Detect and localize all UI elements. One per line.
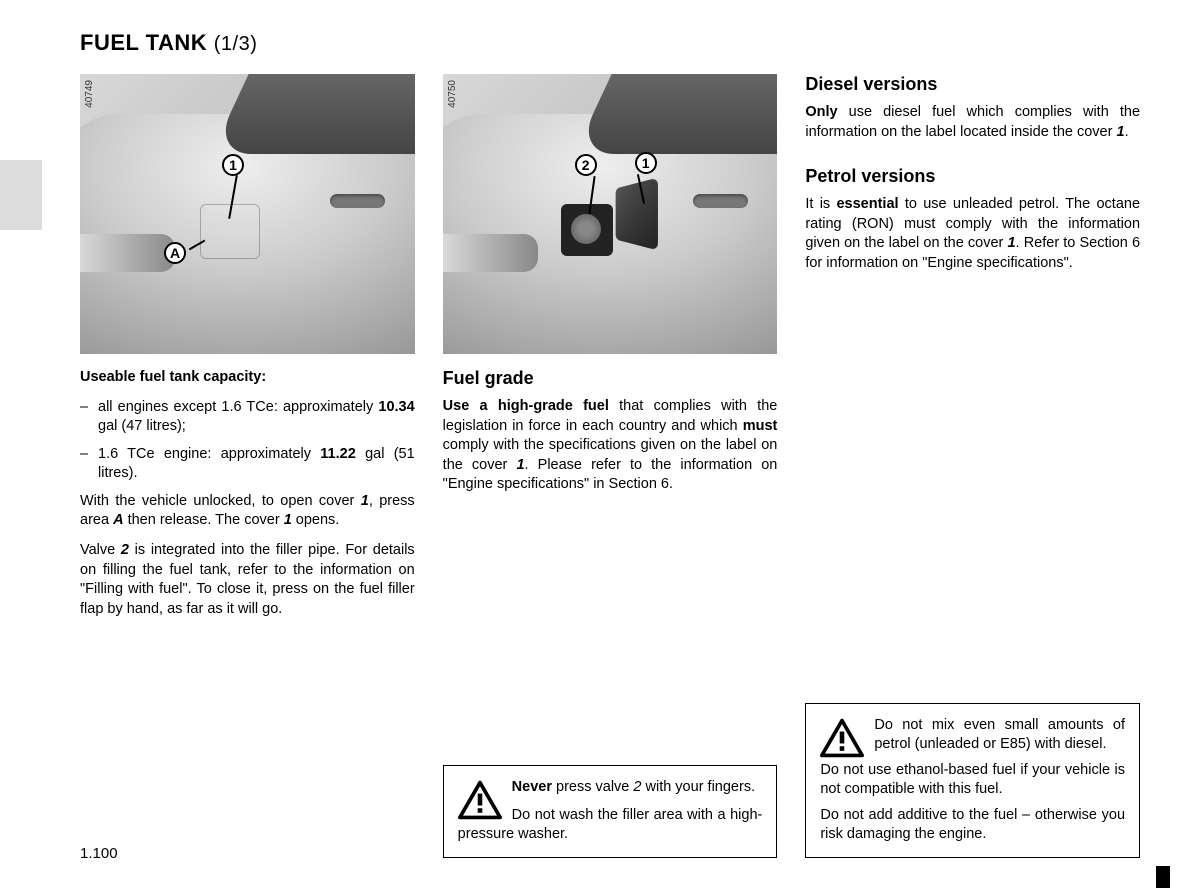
column-3: Diesel versions Only use diesel fuel whi… <box>805 74 1140 858</box>
diesel-text: Only use diesel fuel which complies with… <box>805 103 1140 152</box>
warning-text-1: Never press valve 2 with your fingers. <box>458 778 763 798</box>
value: 11.22 <box>320 446 356 462</box>
page-title: FUEL TANK (1/3) <box>80 30 1140 56</box>
ref: 1 <box>361 493 369 509</box>
list-item: all engines except 1.6 TCe: approximatel… <box>80 398 415 437</box>
column-1: 40749 1 A Useable fuel tank capacity: al… <box>80 74 415 858</box>
list-item: 1.6 TCe engine: approximately 11.22 gal … <box>80 445 415 484</box>
col2-text: Use a high-grade fuel that complies with… <box>443 397 778 505</box>
fuel-cap <box>571 214 601 244</box>
text-bold: essential <box>836 196 898 212</box>
warning-box-2: Do not mix even small amounts of petrol … <box>805 703 1140 858</box>
col1-text: Useable fuel tank capacity: all engines … <box>80 368 415 629</box>
text: press valve <box>552 779 633 795</box>
columns: 40749 1 A Useable fuel tank capacity: al… <box>80 74 1140 858</box>
text: Valve <box>80 542 121 558</box>
door-handle <box>693 194 748 208</box>
fuel-grade-para: Use a high-grade fuel that complies with… <box>443 397 778 495</box>
warning-icon <box>458 780 502 820</box>
figure-1: 40749 1 A <box>80 74 415 354</box>
warning-box-1: Never press valve 2 with your fingers. D… <box>443 765 778 858</box>
text: 1.6 TCe engine: approximately <box>98 446 320 462</box>
ref: 1 <box>284 512 292 528</box>
text: gal (47 litres); <box>98 418 186 434</box>
image-id-2: 40750 <box>447 80 458 108</box>
capacity-heading: Useable fuel tank capacity: <box>80 369 266 385</box>
text: then release. The cover <box>124 512 284 528</box>
corner-mark <box>1156 866 1170 888</box>
side-tab <box>0 160 42 230</box>
callout-1b: 1 <box>635 152 657 174</box>
fuel-flap-open <box>615 177 657 250</box>
column-2: 40750 2 1 Fuel grade Use a high-grade fu… <box>443 74 778 858</box>
value: 10.34 <box>378 399 414 415</box>
text: all engines except 1.6 TCe: approximatel… <box>98 399 378 415</box>
warning-text: Do not add additive to the fuel – otherw… <box>820 806 1125 845</box>
text-bold: Use a high-grade fuel <box>443 398 609 414</box>
instruction-valve: Valve 2 is integrated into the filler pi… <box>80 541 415 619</box>
ref: 1 <box>1007 235 1015 251</box>
text-bold: Never <box>512 779 552 795</box>
text: with your fingers. <box>641 779 755 795</box>
tail-light <box>80 234 175 272</box>
diesel-para: Only use diesel fuel which complies with… <box>805 103 1140 142</box>
petrol-text: It is essential to use unleaded petrol. … <box>805 195 1140 283</box>
warning-text: Do not mix even small amounts of petrol … <box>820 716 1125 755</box>
warning-icon <box>820 718 864 758</box>
callout-A: A <box>164 242 186 264</box>
text-bold: Only <box>805 104 837 120</box>
petrol-para: It is essential to use unleaded petrol. … <box>805 195 1140 273</box>
ref: A <box>113 512 123 528</box>
warning-text-2: Do not wash the filler area with a high-… <box>458 806 763 845</box>
text: It is <box>805 196 836 212</box>
title-main: FUEL TANK <box>80 30 207 55</box>
callout-1: 1 <box>222 154 244 176</box>
image-id-1: 40749 <box>84 80 95 108</box>
capacity-list: all engines except 1.6 TCe: approximatel… <box>80 398 415 484</box>
instruction-open: With the vehicle unlocked, to open cover… <box>80 492 415 531</box>
ref: 1 <box>1116 124 1124 140</box>
petrol-heading: Petrol versions <box>805 166 1140 187</box>
fuel-grade-heading: Fuel grade <box>443 368 778 389</box>
figure-2: 40750 2 1 <box>443 74 778 354</box>
text: opens. <box>292 512 340 528</box>
text-bold: must <box>743 418 778 434</box>
ref: 2 <box>121 542 129 558</box>
ref: 1 <box>516 457 524 473</box>
door-handle <box>330 194 385 208</box>
warning-text: Do not use ethanol-based fuel if your ve… <box>820 761 1125 800</box>
text: . <box>1125 124 1129 140</box>
page-number: 1.100 <box>80 845 118 862</box>
text: With the vehicle unlocked, to open cover <box>80 493 361 509</box>
tail-light <box>443 234 538 272</box>
car-window <box>211 74 414 154</box>
callout-2: 2 <box>575 154 597 176</box>
page: FUEL TANK (1/3) 40749 1 A Useable fuel t… <box>0 0 1200 888</box>
text: use diesel fuel which complies with the … <box>805 104 1140 140</box>
title-sub: (1/3) <box>214 33 258 55</box>
text: is integrated into the filler pipe. For … <box>80 542 415 617</box>
car-window <box>574 74 777 154</box>
diesel-heading: Diesel versions <box>805 74 1140 95</box>
